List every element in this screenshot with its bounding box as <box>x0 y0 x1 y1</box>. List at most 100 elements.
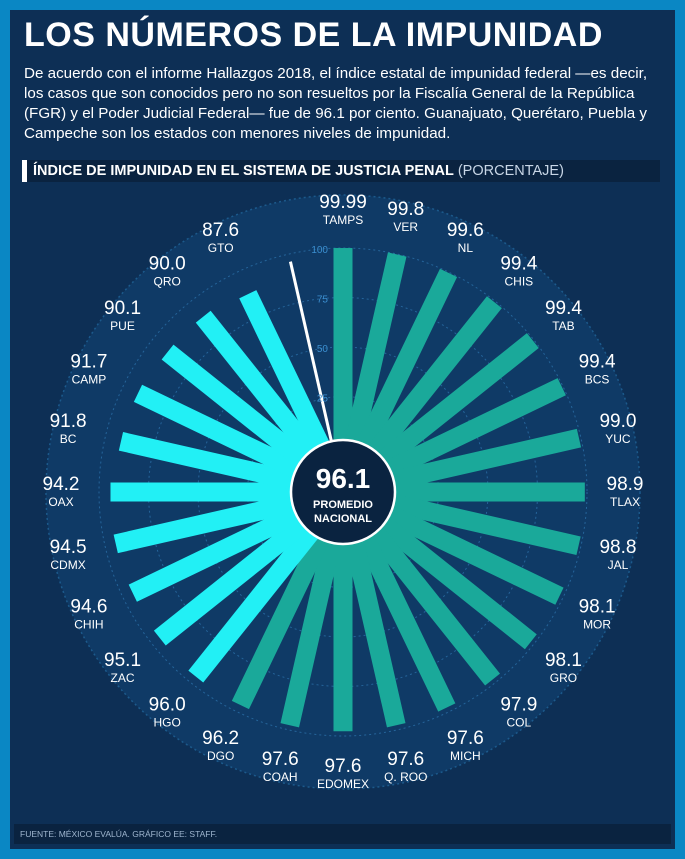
center-average-value: 96.1 <box>316 463 371 494</box>
bar-rect <box>188 518 325 683</box>
bar-ver <box>343 252 407 454</box>
center-label-line-1: PROMEDIO <box>313 499 373 511</box>
bar-edomex <box>333 534 353 732</box>
bar-bc <box>118 432 305 492</box>
bar-bcs <box>376 378 566 483</box>
bar-oax <box>110 482 302 502</box>
category-label: CAMP <box>72 373 107 387</box>
category-label: HGO <box>154 715 181 729</box>
bar-rect <box>381 492 581 556</box>
data-label-value: 97.6 <box>325 756 362 777</box>
category-label: COAH <box>263 770 298 784</box>
source-footer: FUENTE: MÉXICO EVALÚA. GRÁFICO EE: STAFF… <box>14 824 671 844</box>
bar-mich <box>352 525 456 712</box>
average-indicator-line <box>288 261 335 448</box>
chart-unit: (PORCENTAJE) <box>457 163 564 179</box>
bar-rect <box>333 534 353 732</box>
category-label: GRO <box>550 671 577 685</box>
bar-rect <box>110 482 302 502</box>
chart-title: ÍNDICE DE IMPUNIDAD EN EL SISTEMA DE JUS… <box>33 163 454 179</box>
bar-tlax <box>385 482 585 502</box>
data-label-value: 94.6 <box>70 596 107 617</box>
data-label-value: 99.6 <box>447 220 484 241</box>
bar-rect <box>161 344 317 474</box>
bar-rect <box>343 530 406 728</box>
bar-rect <box>128 501 310 602</box>
bar-mor <box>376 501 564 605</box>
radial-tick-label: 75 <box>317 295 329 306</box>
bar-qro <box>195 310 325 466</box>
category-label: MICH <box>450 749 481 763</box>
data-label-value: 91.7 <box>70 352 107 373</box>
bar-rect <box>153 510 317 646</box>
category-label: Q. ROO <box>384 770 427 784</box>
data-label-value: 99.4 <box>545 298 582 319</box>
bar-rect <box>333 248 353 450</box>
category-label: BCS <box>585 373 610 387</box>
data-label-value: 90.1 <box>104 298 141 319</box>
data-label-value: 99.4 <box>579 352 616 373</box>
data-label-value: 94.2 <box>43 474 80 495</box>
category-label: NL <box>458 241 474 255</box>
category-label: MOR <box>583 617 611 631</box>
bar-rect <box>113 492 305 554</box>
category-label: CHIH <box>74 617 103 631</box>
data-label-value: 99.99 <box>319 192 367 213</box>
category-label: COL <box>506 715 531 729</box>
bar-q-roo <box>343 530 406 728</box>
category-label: VER <box>393 220 418 234</box>
data-label-value: 97.6 <box>262 749 299 770</box>
category-label: TAMPS <box>323 213 363 227</box>
bar-gro <box>369 510 537 650</box>
bar-nl <box>352 268 458 459</box>
data-label-value: 98.8 <box>599 537 636 558</box>
bar-jal <box>381 492 581 556</box>
bar-rect <box>352 268 458 459</box>
data-label-value: 94.5 <box>50 537 87 558</box>
data-label-value: 98.1 <box>545 650 582 671</box>
bar-col <box>361 518 500 686</box>
bar-rect <box>376 501 564 605</box>
bar-tab <box>369 333 539 474</box>
data-label-value: 97.6 <box>387 749 424 770</box>
radial-tick-label: 25 <box>317 394 329 405</box>
data-label-value: 95.1 <box>104 650 141 671</box>
bar-rect <box>352 525 456 712</box>
bar-rect <box>361 518 500 686</box>
outer-dashed-circle <box>45 194 641 790</box>
bar-rect <box>376 378 566 483</box>
category-label: BC <box>60 432 77 446</box>
category-label: TLAX <box>610 495 640 509</box>
bar-rect <box>280 530 343 728</box>
category-label: OAX <box>48 495 73 509</box>
data-label-value: 98.9 <box>607 474 644 495</box>
bar-rect <box>231 525 334 710</box>
bar-zac <box>153 510 317 646</box>
data-label-value: 87.6 <box>202 220 239 241</box>
bar-coah <box>280 530 343 728</box>
radial-tick-label: 100 <box>311 245 328 256</box>
bar-rect <box>369 333 539 474</box>
radial-tick-label: 50 <box>317 344 329 355</box>
page-title: LOS NÚMEROS DE LA IMPUNIDAD <box>24 16 603 54</box>
bar-rect <box>133 384 310 483</box>
bar-dgo <box>231 525 334 710</box>
bar-pue <box>161 344 317 474</box>
bar-hgo <box>188 518 325 683</box>
data-label-value: 96.0 <box>149 694 186 715</box>
data-label-value: 97.9 <box>500 694 537 715</box>
category-label: EDOMEX <box>317 777 369 791</box>
category-label: YUC <box>605 432 631 446</box>
bar-rect <box>385 482 585 502</box>
bar-rect <box>361 296 502 466</box>
data-label-value: 97.6 <box>447 728 484 749</box>
bar-camp <box>133 384 310 483</box>
bar-gto <box>239 290 334 459</box>
data-label-value: 99.8 <box>387 199 424 220</box>
data-label-value: 91.8 <box>50 411 87 432</box>
bar-chih <box>128 501 310 602</box>
grid-circle <box>98 247 588 737</box>
bar-yuc <box>381 428 582 492</box>
bar-cdmx <box>113 492 305 554</box>
